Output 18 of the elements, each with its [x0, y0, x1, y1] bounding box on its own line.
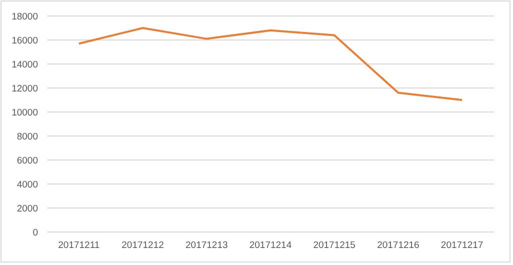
y-tick-label: 12000 — [12, 83, 38, 94]
x-tick-label: 20171212 — [122, 240, 164, 251]
y-tick-label: 18000 — [12, 11, 38, 22]
y-tick-label: 8000 — [16, 131, 38, 142]
line-series — [78, 27, 464, 101]
y-tick-label: 14000 — [12, 59, 38, 70]
x-tick-label: 20171214 — [249, 240, 292, 251]
y-tick-label: 6000 — [16, 155, 38, 166]
x-tick-label: 20171215 — [313, 240, 356, 251]
y-tick-label: 10000 — [12, 107, 38, 118]
y-tick-label: 16000 — [12, 35, 38, 46]
y-tick-label: 2000 — [16, 203, 38, 214]
x-tick-label: 20171213 — [186, 240, 228, 251]
x-tick-label: 20171211 — [58, 240, 100, 251]
y-tick-label: 4000 — [16, 179, 38, 190]
x-tick-label: 20171217 — [440, 240, 484, 251]
y-tick-label: 0 — [32, 227, 38, 238]
x-tick-label: 20171216 — [377, 240, 420, 251]
